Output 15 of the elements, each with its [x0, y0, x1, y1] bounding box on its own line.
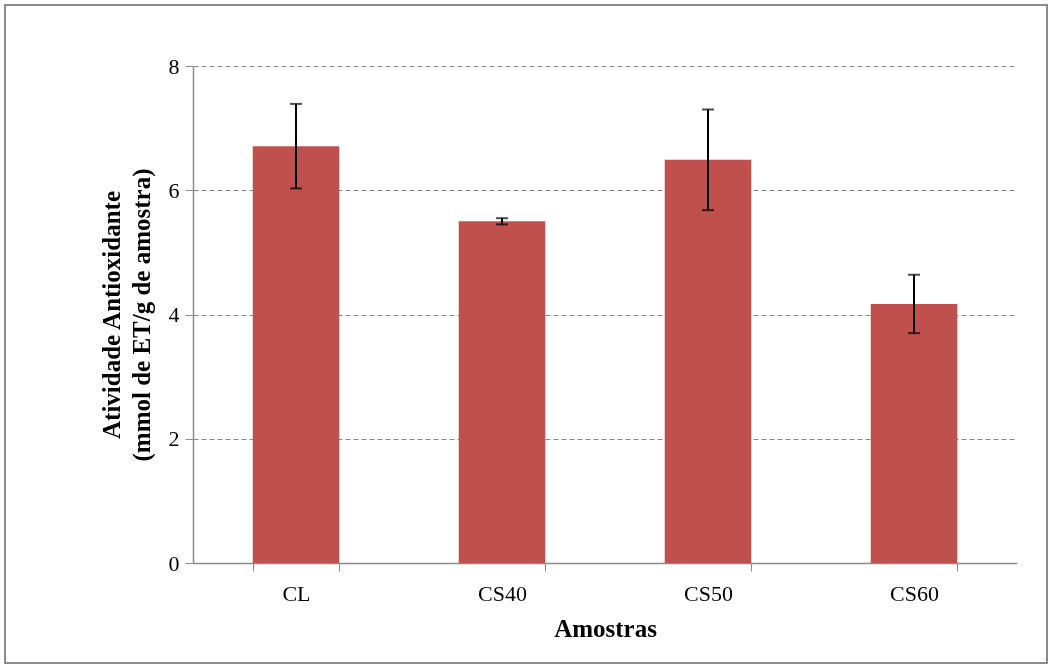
- y-tick-label: 4: [168, 302, 180, 327]
- y-tick-label: 0: [168, 550, 180, 576]
- bar: [664, 159, 752, 563]
- y-tick-label: 8: [168, 53, 180, 79]
- x-tick-label: CS40: [478, 580, 527, 606]
- x-tick-label: CS50: [684, 580, 733, 606]
- y-tick-label: 6: [168, 177, 180, 203]
- x-axis-title: Amostras: [554, 614, 658, 642]
- bar: [458, 221, 546, 563]
- x-tick-label: CS60: [890, 580, 939, 606]
- bar: [870, 303, 958, 563]
- y-tick-label: 2: [168, 426, 180, 452]
- bar: [252, 146, 340, 563]
- y-axis-title: Atividade Antioxidante (mmol de ET/g de amostra): [97, 168, 156, 462]
- x-tick-label: CL: [282, 580, 311, 606]
